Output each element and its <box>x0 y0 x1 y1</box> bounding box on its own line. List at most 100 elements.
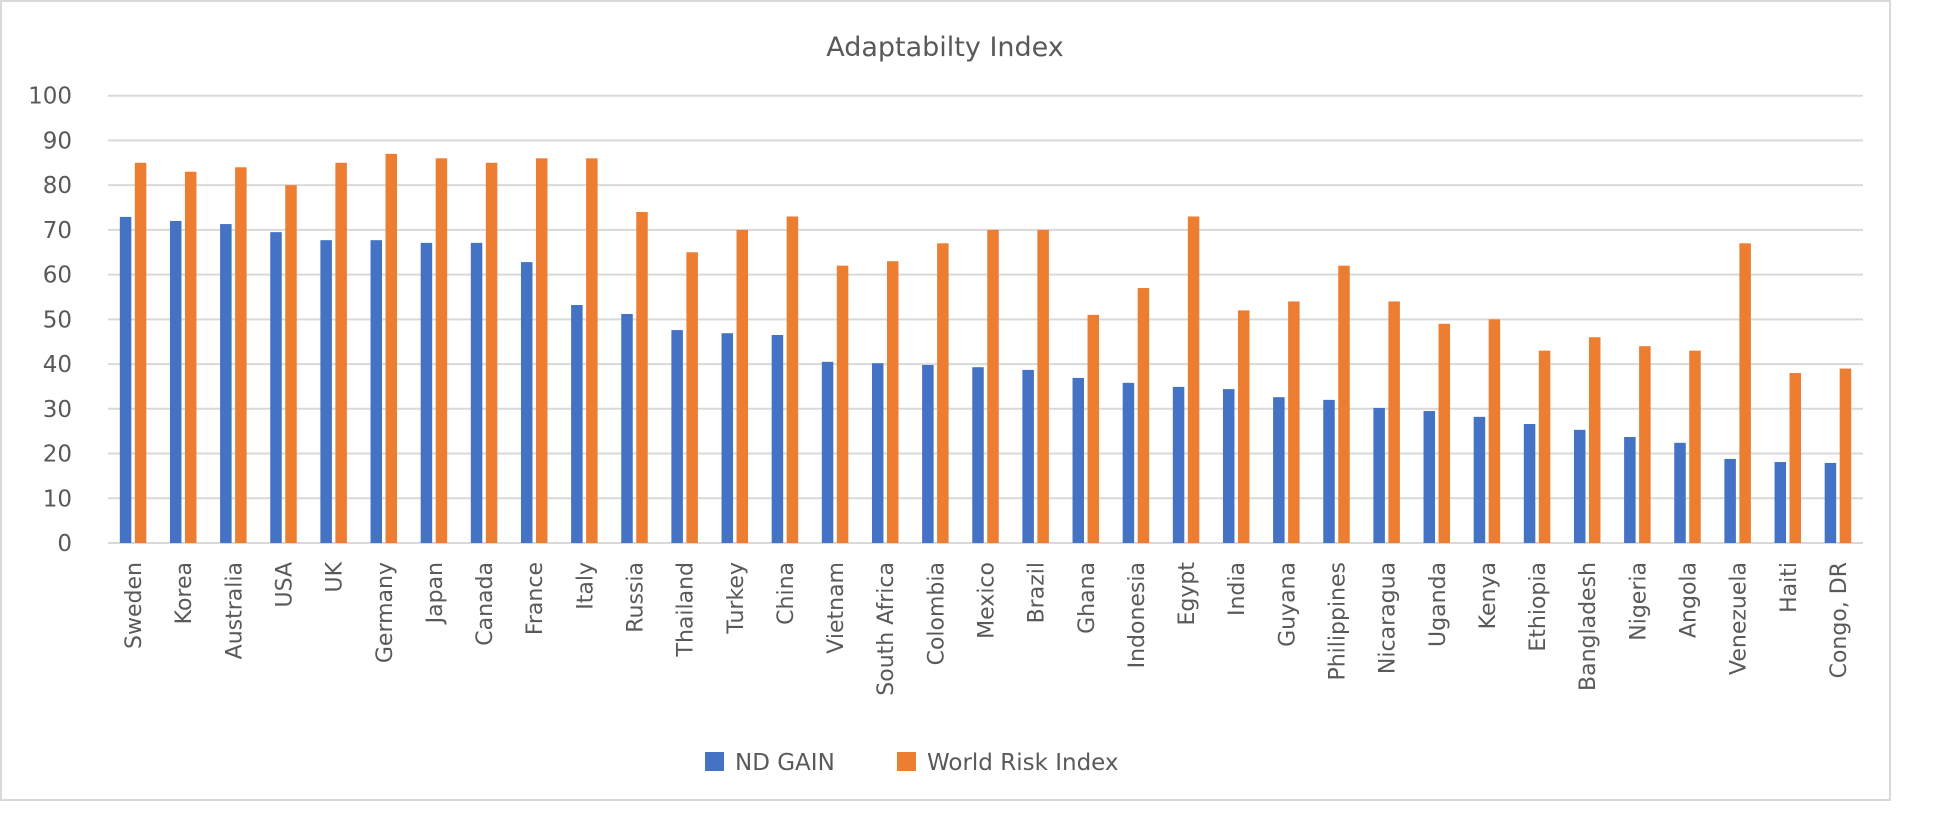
x-tick-label: Guyana <box>1275 562 1300 647</box>
bar-world-risk-index-south-africa <box>886 261 899 543</box>
bar-nd-gain-japan <box>420 242 433 543</box>
bar-nd-gain-philippines <box>1323 399 1335 543</box>
y-tick-label: 40 <box>43 352 72 378</box>
bar-nd-gain-france <box>520 262 533 543</box>
bar-world-risk-index-angola <box>1689 350 1701 543</box>
x-tick-label: Colombia <box>924 562 949 665</box>
bar-world-risk-index-guyana <box>1288 301 1300 543</box>
bar-nd-gain-haiti <box>1774 462 1787 543</box>
bar-world-risk-index-turkey <box>736 229 749 543</box>
bar-world-risk-index-brazil <box>1037 229 1049 543</box>
bar-nd-gain-nigeria <box>1624 436 1636 543</box>
y-tick-label: 70 <box>43 218 72 244</box>
legend-label-nd-gain: ND GAIN <box>735 750 835 776</box>
y-axis-tick-labels: 0 10 20 30 40 50 60 70 80 90 100 <box>28 84 72 557</box>
bar-nd-gain-italy <box>571 305 583 543</box>
x-tick-label: UK <box>323 561 348 592</box>
bar-nd-gain-turkey <box>721 333 734 543</box>
x-tick-label: Russia <box>624 562 649 633</box>
y-tick-label: 60 <box>43 263 72 289</box>
x-tick-label: Uganda <box>1426 562 1451 647</box>
bar-world-risk-index-nicaragua <box>1388 301 1400 543</box>
bar-nd-gain-south-africa <box>871 363 884 543</box>
x-tick-label: Haiti <box>1777 562 1802 613</box>
x-tick-label: Egypt <box>1175 562 1200 626</box>
bar-world-risk-index-ethiopia <box>1538 350 1551 543</box>
bar-world-risk-index-indonesia <box>1137 288 1150 543</box>
bar-world-risk-index-korea <box>184 171 197 543</box>
bar-world-risk-index-usa <box>285 185 297 543</box>
bar-nd-gain-congo-dr <box>1824 462 1837 543</box>
y-tick-label: 90 <box>43 128 72 154</box>
x-tick-label: China <box>774 562 799 625</box>
x-tick-label: Germany <box>373 562 398 663</box>
x-tick-label: Turkey <box>724 562 749 635</box>
y-tick-label: 0 <box>57 531 72 557</box>
x-tick-label: Canada <box>473 562 498 646</box>
x-tick-label: Brazil <box>1025 562 1050 623</box>
bar-nd-gain-korea <box>169 220 182 543</box>
x-tick-label: Thailand <box>674 562 699 657</box>
bar-world-risk-index-colombia <box>937 243 949 543</box>
bar-nd-gain-canada <box>470 242 483 543</box>
x-tick-label: Mexico <box>975 562 1000 639</box>
chart-title: Adaptabilty Index <box>826 32 1064 63</box>
bar-world-risk-index-uganda <box>1438 323 1451 543</box>
bar-nd-gain-colombia <box>922 364 934 543</box>
y-tick-label: 80 <box>43 173 72 199</box>
x-tick-label: Kenya <box>1476 562 1501 629</box>
x-tick-label: Ethiopia <box>1526 562 1551 652</box>
bar-nd-gain-australia <box>220 224 232 543</box>
legend-label-world-risk-index: World Risk Index <box>927 750 1119 776</box>
bar-nd-gain-ghana <box>1072 377 1085 543</box>
bar-world-risk-index-mexico <box>987 229 999 543</box>
bar-world-risk-index-italy <box>586 158 598 543</box>
gridlines <box>108 94 1863 544</box>
bar-nd-gain-venezuela <box>1724 458 1736 543</box>
x-tick-label: Bangladesh <box>1576 562 1601 691</box>
x-tick-label: Ghana <box>1075 562 1100 634</box>
bar-world-risk-index-ghana <box>1087 314 1100 543</box>
bar-world-risk-index-canada <box>485 162 498 544</box>
bars <box>119 153 1852 544</box>
x-tick-label: Indonesia <box>1125 562 1150 668</box>
bar-nd-gain-germany <box>370 240 383 543</box>
y-tick-label: 100 <box>28 84 72 110</box>
bar-nd-gain-india <box>1222 389 1235 543</box>
bar-nd-gain-sweden <box>119 216 132 543</box>
x-tick-label: Congo, DR <box>1827 562 1852 678</box>
bar-world-risk-index-nigeria <box>1639 346 1651 543</box>
bar-nd-gain-uganda <box>1423 411 1436 543</box>
legend: ND GAIN World Risk Index <box>705 750 1119 776</box>
bar-world-risk-index-uk <box>335 162 347 544</box>
bar-nd-gain-ethiopia <box>1523 424 1536 543</box>
legend-swatch-nd-gain <box>705 752 724 771</box>
bar-world-risk-index-russia <box>636 211 648 544</box>
bar-nd-gain-guyana <box>1273 397 1285 543</box>
y-tick-label: 20 <box>43 442 72 468</box>
x-tick-label: Japan <box>423 562 448 625</box>
bar-world-risk-index-vietnam <box>836 265 849 543</box>
bar-nd-gain-bangladesh <box>1573 429 1586 543</box>
bar-world-risk-index-venezuela <box>1739 243 1751 543</box>
bar-world-risk-index-haiti <box>1789 373 1802 543</box>
x-tick-label: Angola <box>1677 562 1702 638</box>
x-tick-label: France <box>523 562 548 635</box>
bar-world-risk-index-egypt <box>1187 216 1200 543</box>
bar-world-risk-index-france <box>535 158 548 543</box>
x-tick-label: Australia <box>222 562 247 659</box>
bar-nd-gain-mexico <box>972 367 984 543</box>
x-tick-label: Nicaragua <box>1376 562 1401 674</box>
bar-nd-gain-kenya <box>1473 416 1486 543</box>
bar-nd-gain-brazil <box>1022 369 1034 543</box>
bar-world-risk-index-kenya <box>1488 319 1501 543</box>
x-tick-label: Vietnam <box>824 562 849 654</box>
bar-nd-gain-nicaragua <box>1373 407 1385 543</box>
x-tick-label: Nigeria <box>1626 562 1651 641</box>
x-tick-label: Philippines <box>1326 562 1351 681</box>
y-tick-label: 30 <box>43 397 72 423</box>
x-tick-label: South Africa <box>874 562 899 696</box>
bar-world-risk-index-india <box>1237 310 1250 543</box>
bar-nd-gain-vietnam <box>821 361 834 543</box>
